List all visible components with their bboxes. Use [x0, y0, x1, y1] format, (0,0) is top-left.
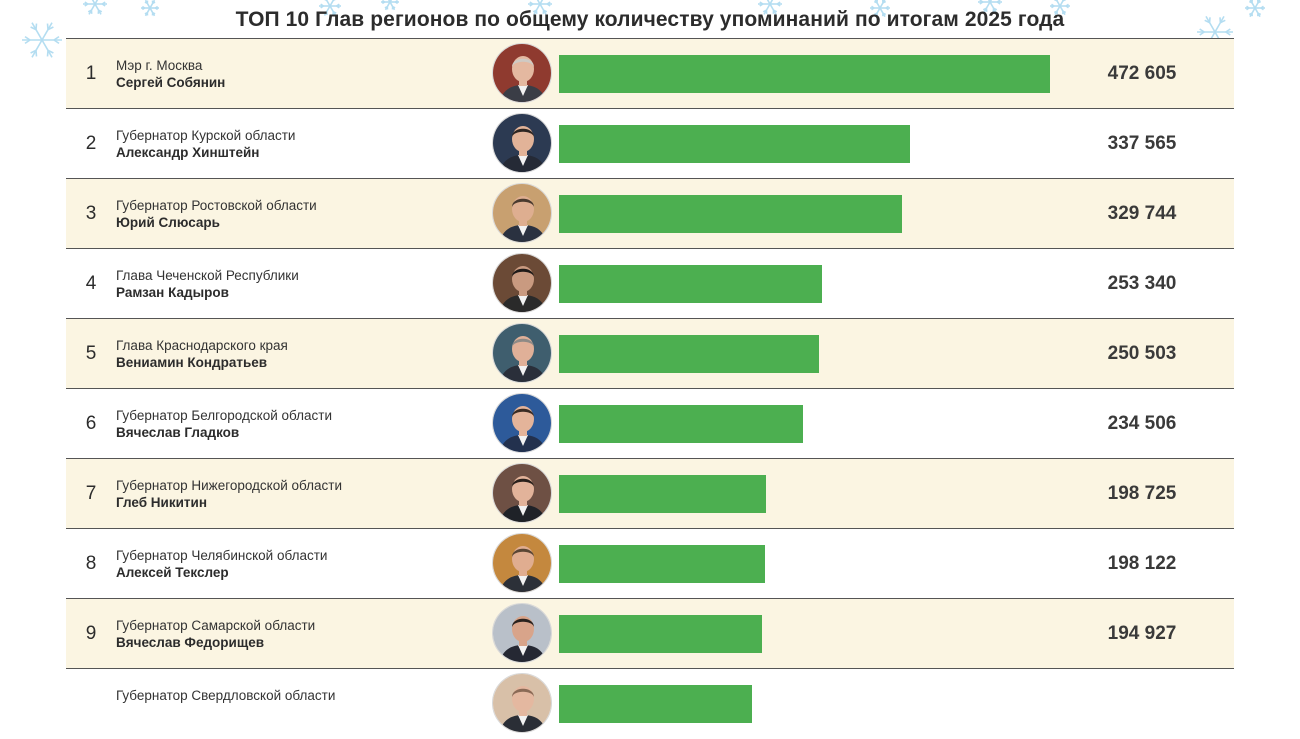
avatar: [492, 253, 552, 313]
official-name: Александр Хинштейн: [116, 145, 259, 160]
rank-number: 4: [66, 249, 116, 319]
mentions-value: 234 506: [1066, 389, 1218, 459]
official-name: Сергей Собянин: [116, 75, 225, 90]
mentions-bar: [559, 125, 910, 163]
rank-number: 5: [66, 319, 116, 389]
rank-number: 1: [66, 39, 116, 109]
avatar: [492, 393, 552, 453]
mentions-value: 250 503: [1066, 319, 1218, 389]
official-position: Губернатор Курской области: [116, 128, 295, 143]
mentions-value: 472 605: [1066, 39, 1218, 109]
table-row: Губернатор Свердловской области: [66, 668, 1234, 738]
avatar: [492, 673, 552, 733]
mentions-bar: [559, 265, 822, 303]
rank-number: 3: [66, 179, 116, 249]
mentions-value: 198 122: [1066, 529, 1218, 599]
mentions-value: 329 744: [1066, 179, 1218, 249]
mentions-value: 337 565: [1066, 109, 1218, 179]
mentions-bar: [559, 685, 752, 723]
official-position: Глава Краснодарского края: [116, 338, 288, 353]
official-name: Глеб Никитин: [116, 495, 207, 510]
official-name: Рамзан Кадыров: [116, 285, 229, 300]
rank-number: 8: [66, 529, 116, 599]
avatar: [492, 463, 552, 523]
mentions-bar: [559, 545, 765, 583]
official-name: Вячеслав Федорищев: [116, 635, 264, 650]
mentions-bar: [559, 615, 762, 653]
mentions-value: 198 725: [1066, 459, 1218, 529]
rank-number: 2: [66, 109, 116, 179]
avatar: [492, 603, 552, 663]
official-name: Вячеслав Гладков: [116, 425, 239, 440]
official-position: Глава Чеченской Республики: [116, 268, 299, 283]
avatar: [492, 533, 552, 593]
rank-number: 7: [66, 459, 116, 529]
rank-number: [66, 669, 116, 739]
mentions-bar: [559, 55, 1050, 93]
rank-number: 9: [66, 599, 116, 669]
official-position: Мэр г. Москва: [116, 58, 202, 73]
official-position: Губернатор Белгородской области: [116, 408, 332, 423]
avatar: [492, 183, 552, 243]
official-name: Вениамин Кондратьев: [116, 355, 267, 370]
mentions-bar: [559, 195, 902, 233]
mentions-value: 253 340: [1066, 249, 1218, 319]
official-position: Губернатор Самарской области: [116, 618, 315, 633]
official-name: Алексей Текслер: [116, 565, 229, 580]
avatar: [492, 43, 552, 103]
official-position: Губернатор Ростовской области: [116, 198, 317, 213]
mentions-bar: [559, 335, 819, 373]
official-name: Юрий Слюсарь: [116, 215, 220, 230]
official-position: Губернатор Челябинской области: [116, 548, 327, 563]
official-position: Губернатор Нижегородской области: [116, 478, 342, 493]
rank-number: 6: [66, 389, 116, 459]
mentions-bar: [559, 405, 803, 443]
avatar: [492, 113, 552, 173]
mentions-value: [1066, 669, 1218, 739]
mentions-value: 194 927: [1066, 599, 1218, 669]
avatar: [492, 323, 552, 383]
chart-title: ТОП 10 Глав регионов по общему количеств…: [0, 8, 1300, 32]
mentions-bar: [559, 475, 766, 513]
